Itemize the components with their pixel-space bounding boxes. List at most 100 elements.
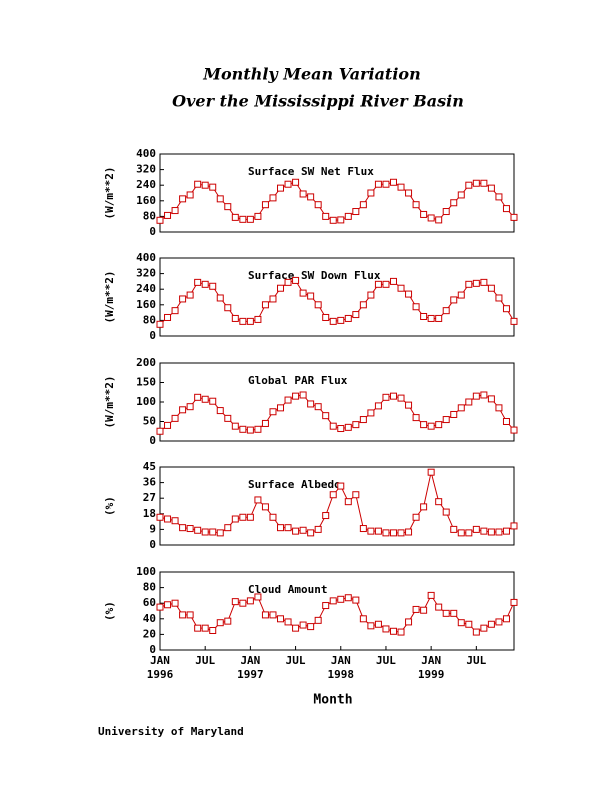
panel-title: Surface Albedo bbox=[248, 478, 341, 491]
marker bbox=[307, 292, 315, 300]
marker bbox=[179, 524, 187, 532]
x-tick-label: JUL bbox=[195, 654, 215, 667]
marker bbox=[487, 395, 495, 403]
marker bbox=[374, 402, 382, 410]
marker bbox=[239, 513, 247, 521]
marker bbox=[216, 294, 224, 302]
y-axis-label: (W/m**2) bbox=[103, 167, 116, 220]
y-tick-label: 400 bbox=[136, 251, 156, 264]
marker bbox=[397, 628, 405, 636]
marker bbox=[457, 529, 465, 537]
marker bbox=[480, 391, 488, 399]
marker bbox=[442, 416, 450, 424]
marker bbox=[277, 404, 285, 412]
x-tick-label: JAN bbox=[240, 654, 260, 667]
marker bbox=[231, 213, 239, 221]
x-tick-label: JAN bbox=[150, 654, 170, 667]
marker bbox=[254, 425, 262, 433]
y-tick-label: 36 bbox=[143, 476, 157, 489]
marker bbox=[405, 528, 413, 536]
marker bbox=[382, 529, 390, 537]
marker bbox=[269, 194, 277, 202]
marker bbox=[352, 208, 360, 216]
marker bbox=[412, 303, 420, 311]
marker bbox=[156, 216, 164, 224]
marker bbox=[329, 422, 337, 430]
y-tick-label: 0 bbox=[149, 329, 156, 342]
marker bbox=[472, 628, 480, 636]
marker bbox=[269, 611, 277, 619]
y-tick-label: 50 bbox=[143, 415, 156, 428]
marker bbox=[171, 207, 179, 215]
marker bbox=[194, 180, 202, 188]
marker bbox=[246, 513, 254, 521]
marker bbox=[450, 609, 458, 617]
marker bbox=[209, 627, 217, 634]
marker bbox=[472, 525, 480, 533]
marker bbox=[231, 314, 239, 322]
marker bbox=[246, 317, 254, 325]
marker bbox=[194, 526, 202, 534]
marker bbox=[495, 618, 503, 626]
marker bbox=[299, 391, 307, 399]
marker bbox=[359, 525, 367, 533]
marker bbox=[442, 208, 450, 216]
marker bbox=[502, 615, 510, 623]
y-tick-label: 80 bbox=[143, 313, 156, 326]
y-tick-label: 40 bbox=[143, 612, 156, 625]
title-line: Monthly Mean Variation bbox=[202, 65, 420, 84]
marker bbox=[239, 599, 247, 607]
marker bbox=[412, 414, 420, 422]
y-tick-label: 200 bbox=[136, 356, 156, 369]
marker bbox=[480, 624, 488, 632]
marker bbox=[164, 211, 172, 219]
marker bbox=[337, 316, 345, 324]
marker bbox=[397, 183, 405, 191]
y-tick-label: 160 bbox=[136, 194, 156, 207]
y-tick-label: 100 bbox=[136, 565, 156, 578]
marker bbox=[254, 315, 262, 323]
marker bbox=[156, 320, 164, 328]
marker bbox=[224, 617, 232, 625]
marker bbox=[420, 313, 428, 320]
marker bbox=[299, 526, 307, 534]
panel-title: Cloud Amount bbox=[248, 583, 327, 596]
marker bbox=[329, 597, 337, 605]
marker bbox=[186, 191, 194, 199]
x-tick-label: JAN bbox=[331, 654, 351, 667]
marker bbox=[344, 423, 352, 431]
marker bbox=[382, 180, 390, 188]
y-tick-label: 20 bbox=[143, 627, 156, 640]
marker bbox=[480, 278, 488, 286]
marker bbox=[201, 181, 209, 189]
y-axis-label: (%) bbox=[103, 601, 116, 621]
marker bbox=[231, 598, 239, 606]
marker bbox=[420, 421, 428, 429]
marker bbox=[239, 215, 247, 223]
marker bbox=[329, 216, 337, 224]
marker bbox=[450, 410, 458, 418]
y-tick-label: 240 bbox=[136, 178, 156, 191]
marker bbox=[231, 515, 239, 523]
marker bbox=[337, 216, 345, 224]
marker bbox=[480, 179, 488, 187]
x-tick-label: JUL bbox=[376, 654, 396, 667]
marker bbox=[322, 512, 330, 520]
marker bbox=[472, 279, 480, 287]
marker bbox=[405, 290, 413, 298]
marker bbox=[510, 426, 518, 434]
marker bbox=[352, 421, 360, 429]
marker bbox=[502, 527, 510, 535]
marker bbox=[284, 180, 292, 188]
marker bbox=[352, 491, 360, 499]
marker bbox=[329, 491, 337, 499]
marker bbox=[450, 199, 458, 207]
marker bbox=[261, 201, 269, 209]
marker bbox=[179, 295, 187, 303]
marker bbox=[510, 317, 518, 325]
marker bbox=[457, 291, 465, 299]
marker bbox=[487, 184, 495, 192]
marker bbox=[269, 295, 277, 303]
marker bbox=[164, 515, 172, 523]
marker bbox=[427, 314, 435, 322]
